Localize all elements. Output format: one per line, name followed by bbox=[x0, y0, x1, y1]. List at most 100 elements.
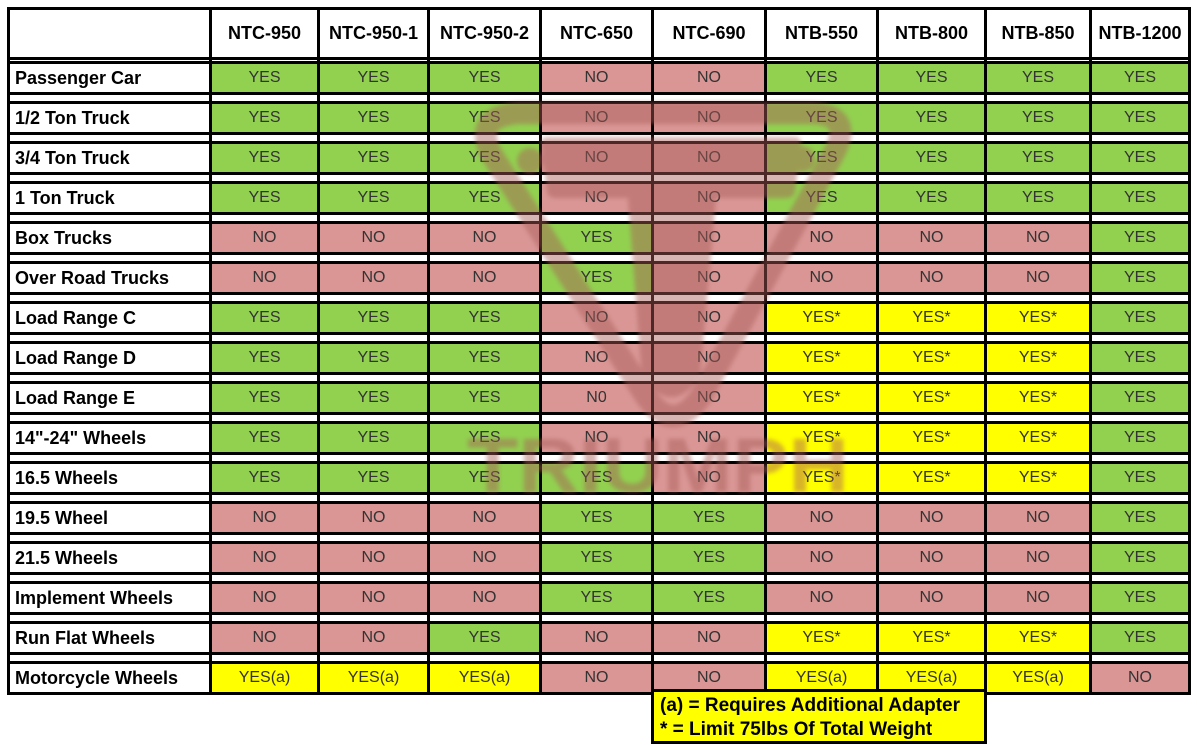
row-label: Over Road Trucks bbox=[7, 261, 212, 295]
spacer-cell bbox=[317, 133, 430, 143]
spacer-cell bbox=[984, 613, 1092, 623]
spacer-cell bbox=[764, 413, 879, 423]
row-label: Box Trucks bbox=[7, 221, 212, 255]
compat-cell: NO bbox=[764, 261, 879, 295]
spacer-row bbox=[7, 253, 1191, 263]
spacer-cell bbox=[876, 173, 987, 183]
compat-cell: YES* bbox=[764, 341, 879, 375]
compat-cell: YES bbox=[427, 421, 542, 455]
compat-cell: NO bbox=[876, 261, 987, 295]
spacer-cell bbox=[7, 58, 212, 63]
compat-cell: YES bbox=[427, 461, 542, 495]
compat-cell: YES bbox=[209, 301, 320, 335]
spacer-cell bbox=[1089, 173, 1191, 183]
spacer-cell bbox=[427, 173, 542, 183]
spacer-cell bbox=[427, 413, 542, 423]
spacer-cell bbox=[651, 573, 767, 583]
row-label: Load Range D bbox=[7, 341, 212, 375]
compat-cell: YES bbox=[539, 261, 654, 295]
column-header: NTC-950-2 bbox=[427, 7, 542, 60]
compat-cell: NO bbox=[876, 581, 987, 615]
spacer-cell bbox=[209, 58, 320, 63]
compat-cell: NO bbox=[539, 661, 654, 695]
spacer-cell bbox=[651, 173, 767, 183]
compat-cell: NO bbox=[984, 541, 1092, 575]
spacer-cell bbox=[764, 533, 879, 543]
compat-cell: NO bbox=[984, 261, 1092, 295]
table-row: Passenger Car YES YES YES NO NO YES YES YES YES bbox=[7, 61, 1191, 95]
compat-cell: YES bbox=[317, 341, 430, 375]
compat-cell: YES* bbox=[876, 381, 987, 415]
compat-cell: YES* bbox=[984, 301, 1092, 335]
spacer-cell bbox=[984, 58, 1092, 63]
compat-cell: YES bbox=[209, 461, 320, 495]
row-label: Implement Wheels bbox=[7, 581, 212, 615]
compat-cell: YES bbox=[317, 61, 430, 95]
spacer-row bbox=[7, 133, 1191, 143]
table-row: 21.5 Wheels NO NO NO YES YES NO NO NO YES bbox=[7, 541, 1191, 575]
table-row: 14"-24" Wheels YES YES YES NO NO YES* YES* YES* Y… bbox=[7, 421, 1191, 455]
spacer-cell bbox=[984, 293, 1092, 303]
table-row: Run Flat Wheels NO NO YES NO NO YES* YES* YES* YE… bbox=[7, 621, 1191, 655]
compat-cell: YES bbox=[317, 141, 430, 175]
compat-cell: YES* bbox=[876, 421, 987, 455]
row-label: 16.5 Wheels bbox=[7, 461, 212, 495]
spacer-cell bbox=[984, 213, 1092, 223]
spacer-cell bbox=[764, 653, 879, 663]
row-label: 1/2 Ton Truck bbox=[7, 101, 212, 135]
spacer-cell bbox=[317, 573, 430, 583]
row-label: 3/4 Ton Truck bbox=[7, 141, 212, 175]
spacer-cell bbox=[1089, 293, 1191, 303]
spacer-cell bbox=[7, 373, 212, 383]
spacer-cell bbox=[764, 213, 879, 223]
spacer-cell bbox=[651, 58, 767, 63]
compat-cell: YES bbox=[539, 581, 654, 615]
spacer-row bbox=[7, 373, 1191, 383]
spacer-cell bbox=[876, 133, 987, 143]
spacer-cell bbox=[876, 493, 987, 503]
compat-cell: YES bbox=[317, 181, 430, 215]
column-header: NTB-850 bbox=[984, 7, 1092, 60]
spacer-row bbox=[7, 293, 1191, 303]
spacer-cell bbox=[209, 453, 320, 463]
spacer-cell bbox=[764, 58, 879, 63]
spacer-cell bbox=[209, 93, 320, 103]
compat-cell: NO bbox=[209, 221, 320, 255]
compat-cell: YES bbox=[1089, 301, 1191, 335]
table-row: 16.5 Wheels YES YES YES YES NO YES* YES* YES* YES bbox=[7, 461, 1191, 495]
compat-cell: YES bbox=[427, 341, 542, 375]
column-header: NTB-800 bbox=[876, 7, 987, 60]
compat-cell: NO bbox=[539, 301, 654, 335]
spacer-cell bbox=[539, 493, 654, 503]
table-header-row: NTC-950 NTC-950-1 NTC-950-2 NTC-650 NTC-690 N… bbox=[7, 7, 1191, 60]
spacer-cell bbox=[427, 573, 542, 583]
compat-cell: YES bbox=[876, 181, 987, 215]
spacer-cell bbox=[1089, 413, 1191, 423]
row-label: Load Range C bbox=[7, 301, 212, 335]
compat-cell: NO bbox=[427, 501, 542, 535]
spacer-row bbox=[7, 573, 1191, 583]
compat-cell: YES bbox=[209, 141, 320, 175]
compat-cell: YES* bbox=[984, 461, 1092, 495]
compat-cell: YES bbox=[1089, 461, 1191, 495]
compat-cell: YES bbox=[539, 541, 654, 575]
compat-cell: YES bbox=[427, 61, 542, 95]
compat-cell: NO bbox=[427, 221, 542, 255]
spacer-cell bbox=[984, 573, 1092, 583]
spacer-cell bbox=[209, 373, 320, 383]
compat-cell: YES bbox=[764, 101, 879, 135]
spacer-cell bbox=[651, 333, 767, 343]
compat-cell: NO bbox=[317, 221, 430, 255]
compat-cell: NO bbox=[539, 621, 654, 655]
spacer-cell bbox=[427, 333, 542, 343]
compat-cell: YES bbox=[1089, 141, 1191, 175]
compat-cell: YES bbox=[317, 381, 430, 415]
spacer-cell bbox=[427, 653, 542, 663]
column-header: NTC-690 bbox=[651, 7, 767, 60]
compat-cell: YES bbox=[764, 141, 879, 175]
spacer-cell bbox=[984, 413, 1092, 423]
compat-cell: NO bbox=[651, 621, 767, 655]
compat-cell: YES bbox=[1089, 381, 1191, 415]
compat-cell: YES bbox=[1089, 181, 1191, 215]
table-row: Load Range D YES YES YES NO NO YES* YES* YES* YES bbox=[7, 341, 1191, 375]
